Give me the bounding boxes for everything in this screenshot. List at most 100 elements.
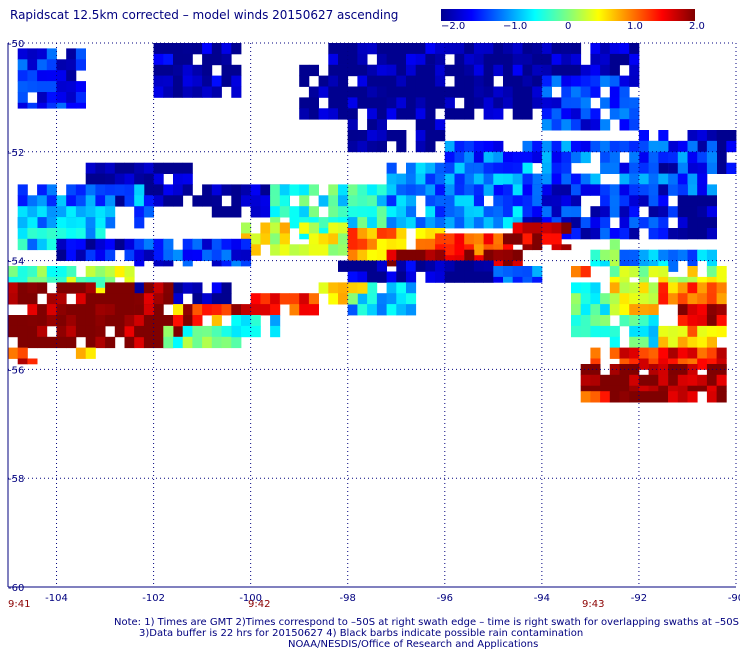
data-cell [66, 238, 77, 251]
data-cell [561, 244, 572, 251]
data-cell [706, 293, 717, 305]
data-cell [279, 293, 290, 305]
data-cell [153, 86, 164, 98]
data-cell [376, 86, 387, 98]
data-cell [677, 374, 688, 387]
data-cell [173, 249, 184, 261]
data-cell [493, 233, 504, 245]
data-cell [241, 222, 252, 234]
data-cell [541, 184, 552, 196]
data-cell [561, 119, 572, 131]
data-cell [590, 184, 601, 196]
data-cell [609, 336, 620, 349]
data-cell [648, 304, 659, 316]
data-cell [435, 195, 446, 207]
data-cell [46, 336, 57, 349]
data-cell [163, 184, 174, 196]
data-cell [163, 43, 174, 55]
data-cell [289, 293, 300, 305]
data-cell [590, 391, 601, 403]
data-cell [415, 184, 426, 196]
data-cell [173, 282, 184, 294]
data-cell [697, 325, 708, 338]
data-cell [483, 173, 494, 185]
data-cell [95, 228, 106, 240]
data-cell [367, 217, 378, 229]
data-cell [396, 75, 407, 87]
data-cell [687, 293, 698, 305]
data-cell [522, 64, 533, 77]
data-cell [668, 184, 679, 196]
data-cell [163, 336, 174, 349]
data-cell [173, 64, 184, 77]
data-cell [27, 315, 38, 327]
data-cell [600, 260, 611, 267]
data-cell [17, 276, 28, 283]
data-cell [153, 195, 164, 207]
data-cell [279, 206, 290, 218]
data-cell [551, 162, 562, 174]
data-cell [600, 64, 611, 77]
data-cell [658, 282, 669, 294]
data-cell [493, 151, 504, 164]
data-cell [522, 108, 533, 120]
data-cell [483, 249, 494, 261]
data-cell [308, 184, 319, 196]
data-cell [677, 304, 688, 316]
data-cell [425, 140, 436, 153]
data-cell [95, 195, 106, 207]
data-cell [677, 276, 688, 283]
data-cell [648, 195, 659, 207]
data-cell [590, 374, 601, 387]
data-cell [153, 238, 164, 251]
data-cell [425, 249, 436, 261]
data-cell [425, 238, 436, 251]
data-cell [687, 173, 698, 185]
data-cell [571, 195, 582, 207]
data-cell [279, 222, 290, 234]
data-cell [95, 162, 106, 174]
data-cell [697, 206, 708, 218]
data-cell [648, 266, 659, 278]
data-cell [406, 271, 417, 283]
data-cell [386, 206, 397, 218]
data-cell [211, 43, 222, 55]
data-cell [202, 64, 213, 77]
data-cell [211, 75, 222, 87]
data-cell [638, 195, 649, 207]
data-cell [473, 271, 484, 283]
data-cell [66, 249, 77, 261]
data-cell [221, 325, 232, 338]
data-cell [250, 315, 261, 327]
data-cell [308, 244, 319, 256]
data-cell [260, 184, 271, 196]
data-cell [396, 282, 407, 294]
data-cell [706, 374, 717, 387]
data-cell [376, 64, 387, 77]
data-cell [609, 293, 620, 305]
data-cell [435, 53, 446, 66]
x-tick-label: -92 [631, 593, 647, 604]
data-cell [56, 238, 67, 251]
data-cell [425, 130, 436, 142]
data-cell [464, 233, 475, 245]
data-cell [95, 287, 106, 294]
data-cell [473, 206, 484, 218]
data-cell [706, 385, 717, 392]
data-cell [706, 249, 717, 261]
data-cell [551, 173, 562, 185]
data-cell [677, 173, 688, 185]
data-cell [173, 162, 184, 174]
data-cell [619, 75, 630, 87]
data-cell [435, 260, 446, 272]
data-cell [483, 53, 494, 66]
data-cell [85, 228, 96, 240]
data-cell [221, 249, 232, 261]
data-cell [124, 304, 135, 316]
data-cell [522, 53, 533, 66]
data-cell [609, 53, 620, 66]
data-cell [105, 266, 116, 278]
data-cell [493, 260, 504, 267]
data-cell [37, 70, 48, 82]
data-cell [386, 293, 397, 305]
